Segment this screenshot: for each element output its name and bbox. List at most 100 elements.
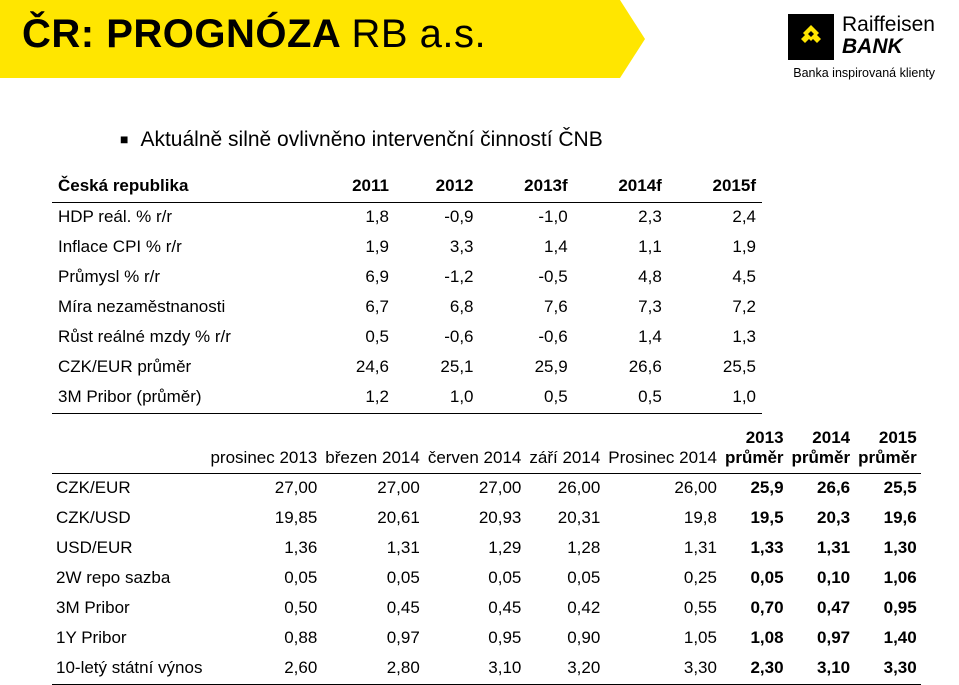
table-row: Inflace CPI % r/r1,93,31,41,11,9 [52,233,762,263]
table1-cell: Míra nezaměstnanosti [52,293,312,323]
table2-cell: 0,45 [424,594,526,624]
table2-cell: 0,97 [788,624,855,654]
table1-cell: 1,2 [312,383,395,414]
table1-header-cell: 2012 [395,172,480,203]
table-row: Míra nezaměstnanosti6,76,87,67,37,2 [52,293,762,323]
table2-body: CZK/EUR27,0027,0027,0026,0026,0025,926,6… [52,474,921,685]
table1-cell: -0,9 [395,203,480,234]
raiffeisen-logo: Raiffeisen BANK [788,14,935,60]
table2-cell: 1,31 [604,534,721,564]
table2-cell: 19,6 [854,504,921,534]
table2-cell: 20,31 [525,504,604,534]
table2-header-cell [52,424,206,474]
table2-cell: 0,05 [206,564,321,594]
table-row: CZK/EUR průměr24,625,125,926,625,5 [52,353,762,383]
table2-cell: 19,8 [604,504,721,534]
table1-header-cell: 2013f [480,172,574,203]
table2-cell: 27,00 [206,474,321,505]
bullet-text: ■Aktuálně silně ovlivněno intervenční či… [120,128,603,152]
table1-header-cell: 2015f [668,172,762,203]
table2-cell: 2,80 [321,654,424,685]
table1-header-cell: 2014f [574,172,668,203]
table1-header-cell: Česká republika [52,172,312,203]
table1-body: HDP reál. % r/r1,8-0,9-1,02,32,4Inflace … [52,203,762,414]
table1-cell: 0,5 [480,383,574,414]
table2-cell: 1,08 [721,624,788,654]
table2-cell: 19,85 [206,504,321,534]
title-strong: ČR: PROGNÓZA [22,12,351,56]
table2-header-cell: Prosinec 2014 [604,424,721,474]
table1-cell: 1,8 [312,203,395,234]
table2-cell: 27,00 [321,474,424,505]
table1-cell: 1,9 [312,233,395,263]
table-row: 1Y Pribor0,880,970,950,901,051,080,971,4… [52,624,921,654]
table1-cell: -1,0 [480,203,574,234]
table1-cell: 6,8 [395,293,480,323]
table2-cell: 1,33 [721,534,788,564]
table1-cell: HDP reál. % r/r [52,203,312,234]
table1-cell: 7,6 [480,293,574,323]
table2-cell: 1,06 [854,564,921,594]
table2-cell: 2W repo sazba [52,564,206,594]
table2-cell: CZK/EUR [52,474,206,505]
table2-cell: 0,05 [321,564,424,594]
table2-cell: 0,45 [321,594,424,624]
logo-line1: Raiffeisen [842,14,935,36]
table1-cell: 1,4 [480,233,574,263]
table-row: Růst reálné mzdy % r/r0,5-0,6-0,61,41,3 [52,323,762,353]
table2-cell: 0,05 [721,564,788,594]
table1-cell: 1,0 [668,383,762,414]
table1-cell: 24,6 [312,353,395,383]
table1-cell: Průmysl % r/r [52,263,312,293]
table2-cell: 0,70 [721,594,788,624]
table1-cell: 3M Pribor (průměr) [52,383,312,414]
table1-cell: 1,9 [668,233,762,263]
table2-cell: 0,97 [321,624,424,654]
table2-header-cell: prosinec 2013 [206,424,321,474]
table2-header-cell: 2014průměr [788,424,855,474]
table2-cell: 3,10 [424,654,526,685]
table2-cell: 0,55 [604,594,721,624]
table2-cell: 0,05 [424,564,526,594]
table2-header-cell: 2015průměr [854,424,921,474]
table2-cell: 2,60 [206,654,321,685]
table1-cell: -0,5 [480,263,574,293]
table2-cell: 20,3 [788,504,855,534]
table2-cell: 1,31 [788,534,855,564]
table1-cell: Inflace CPI % r/r [52,233,312,263]
table2-cell: 1,30 [854,534,921,564]
table1-cell: 1,0 [395,383,480,414]
forecast-table-monthly: prosinec 2013březen 2014červen 2014září … [52,424,921,685]
table2-cell: 0,90 [525,624,604,654]
table2-header-cell: září 2014 [525,424,604,474]
table2-cell: 19,5 [721,504,788,534]
table1-header-row: Česká republika201120122013f2014f2015f [52,172,762,203]
table1-cell: 1,1 [574,233,668,263]
table2-cell: 3,20 [525,654,604,685]
table1-cell: 25,9 [480,353,574,383]
table1-cell: 1,4 [574,323,668,353]
table-row: CZK/EUR27,0027,0027,0026,0026,0025,926,6… [52,474,921,505]
table-row: USD/EUR1,361,311,291,281,311,331,311,30 [52,534,921,564]
table2-cell: CZK/USD [52,504,206,534]
table-row: 2W repo sazba0,050,050,050,050,250,050,1… [52,564,921,594]
table1-cell: 7,3 [574,293,668,323]
table1-cell: 25,5 [668,353,762,383]
table2-cell: 10-letý státní výnos [52,654,206,685]
table2-header-cell: březen 2014 [321,424,424,474]
table2-cell: 0,88 [206,624,321,654]
table-row: 10-letý státní výnos2,602,803,103,203,30… [52,654,921,685]
table-row: Průmysl % r/r6,9-1,2-0,54,84,5 [52,263,762,293]
table2-cell: 0,05 [525,564,604,594]
table1-cell: 0,5 [312,323,395,353]
table2-cell: 3,30 [604,654,721,685]
table1-cell: 26,6 [574,353,668,383]
table2-cell: 26,6 [788,474,855,505]
table2-cell: 27,00 [424,474,526,505]
table2-cell: 20,93 [424,504,526,534]
table1-cell: 25,1 [395,353,480,383]
table1-cell: 4,8 [574,263,668,293]
table1-cell: 6,9 [312,263,395,293]
logo-text: Raiffeisen BANK [842,14,935,58]
table2-header-row: prosinec 2013březen 2014červen 2014září … [52,424,921,474]
